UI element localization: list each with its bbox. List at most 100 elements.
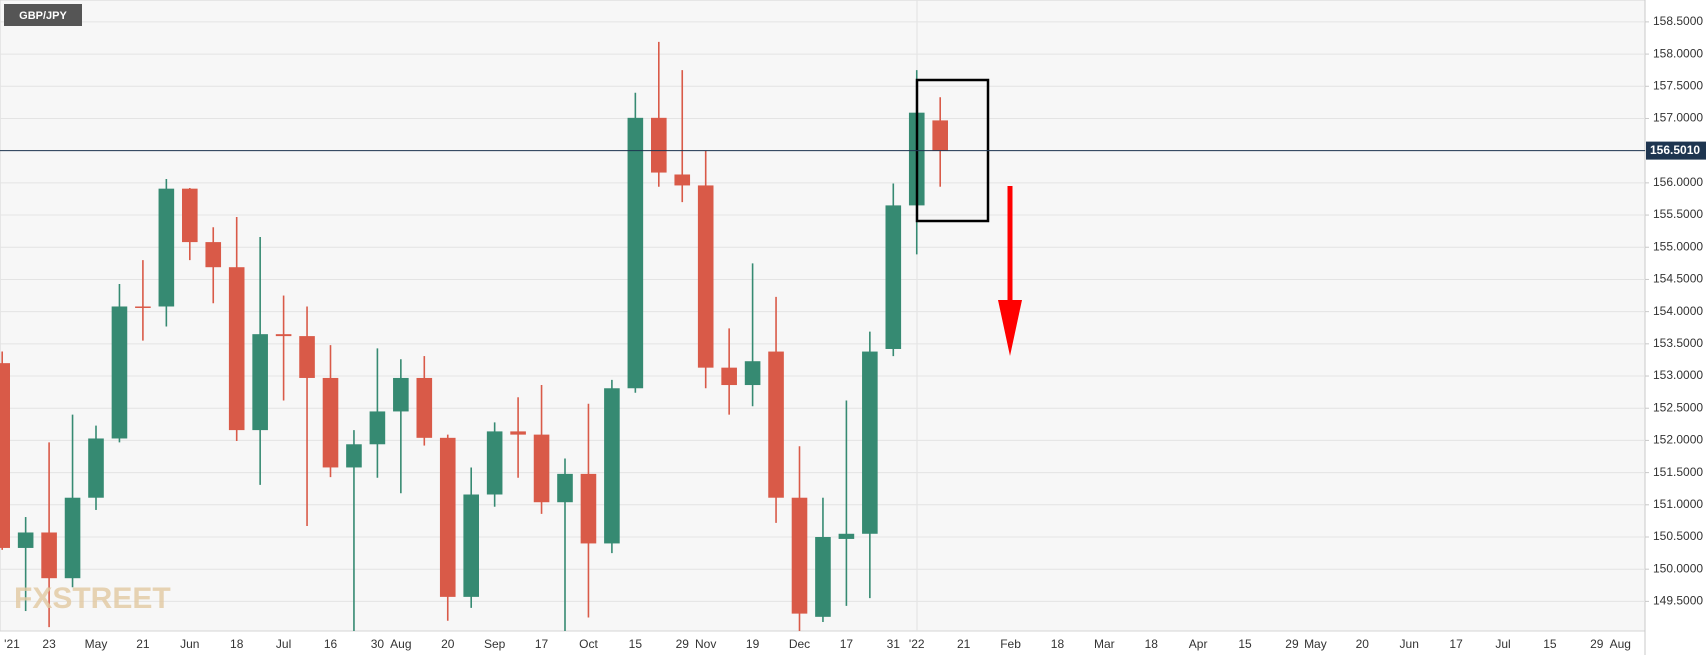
candle-body <box>228 267 245 431</box>
candle-body <box>463 494 479 597</box>
x-tick-label: 23 <box>42 637 56 651</box>
candle-body <box>557 473 573 503</box>
candle-body <box>88 438 104 498</box>
price-label: 156.5010 <box>1650 143 1700 157</box>
x-tick-label: 17 <box>1449 637 1463 651</box>
candle-body <box>486 431 503 495</box>
candle-body <box>580 473 597 544</box>
candle-body <box>768 351 784 498</box>
y-tick-label: 150.5000 <box>1653 529 1703 543</box>
x-tick-label: 21 <box>136 637 150 651</box>
candle-body <box>0 363 11 548</box>
x-tick-label: 19 <box>746 637 760 651</box>
x-tick-label: Aug <box>390 637 411 651</box>
symbol-badge <box>4 4 82 26</box>
chart-title: GBP/JPY <box>19 10 67 22</box>
candle-body <box>627 117 644 389</box>
x-tick-label: Nov <box>695 637 716 651</box>
candle-body <box>252 334 268 431</box>
x-tick-label: Jul <box>1495 637 1510 651</box>
candle-body <box>369 411 386 445</box>
x-tick-label: 30 <box>371 637 385 651</box>
x-tick-label: 17 <box>840 637 854 651</box>
x-tick-label: 29 <box>1590 637 1604 651</box>
y-tick-label: 149.5000 <box>1653 594 1703 608</box>
x-tick-label: 18 <box>230 637 244 651</box>
x-tick-label: '22 <box>909 637 925 651</box>
candle-body <box>721 367 737 386</box>
x-tick-label: May <box>1304 637 1327 651</box>
candle-body <box>932 120 948 151</box>
candle-body <box>41 532 57 579</box>
x-tick-label: 20 <box>441 637 455 651</box>
x-tick-label: Feb <box>1000 637 1021 651</box>
candle-body <box>64 497 81 579</box>
x-tick-label: Mar <box>1094 637 1115 651</box>
candle-body <box>135 306 151 308</box>
candle-body <box>275 334 292 337</box>
y-tick-label: 157.5000 <box>1653 78 1703 92</box>
candle-body <box>533 434 550 503</box>
candle-body <box>111 306 128 439</box>
candle-body <box>393 377 409 412</box>
x-tick-label: 29 <box>1285 637 1299 651</box>
x-tick-label: 15 <box>629 637 643 651</box>
y-tick-label: 155.5000 <box>1653 207 1703 221</box>
y-tick-label: 153.0000 <box>1653 368 1703 382</box>
y-tick-label: 150.0000 <box>1653 561 1703 575</box>
x-tick-label: Jun <box>180 637 199 651</box>
candle-body <box>791 497 808 614</box>
x-tick-label: Jun <box>1400 637 1419 651</box>
candle-body <box>604 388 620 544</box>
candle-body <box>697 185 714 368</box>
x-tick-label: Sep <box>484 637 506 651</box>
candle-body <box>674 174 691 186</box>
x-tick-label: 15 <box>1238 637 1252 651</box>
watermark: FXSTREET <box>14 582 171 615</box>
x-tick-label: 17 <box>535 637 549 651</box>
y-tick-label: 154.0000 <box>1653 304 1703 318</box>
x-tick-label: 29 <box>676 637 690 651</box>
candle-body <box>862 351 878 534</box>
x-tick-label: 18 <box>1051 637 1065 651</box>
y-tick-label: 152.0000 <box>1653 433 1703 447</box>
candle-body <box>838 533 855 539</box>
x-tick-label: 21 <box>957 637 971 651</box>
y-tick-label: 154.5000 <box>1653 272 1703 286</box>
x-tick-label: 16 <box>324 637 338 651</box>
candle-body <box>416 377 433 438</box>
candle-body <box>346 444 362 468</box>
candle-body <box>651 117 667 173</box>
candle-body <box>744 361 761 386</box>
y-tick-label: 151.0000 <box>1653 497 1703 511</box>
x-tick-label: 15 <box>1543 637 1557 651</box>
candle-body <box>815 536 831 617</box>
y-tick-label: 155.0000 <box>1653 239 1703 253</box>
y-tick-label: 158.0000 <box>1653 46 1703 60</box>
candle-body <box>158 188 175 307</box>
candle-body <box>205 242 222 268</box>
y-tick-label: 158.5000 <box>1653 14 1703 28</box>
y-tick-label: 153.5000 <box>1653 336 1703 350</box>
candle-body <box>17 532 34 548</box>
candle-body <box>885 205 902 349</box>
x-tick-label: Oct <box>579 637 598 651</box>
x-tick-label: Aug <box>1610 637 1631 651</box>
candle-body <box>299 336 315 378</box>
x-tick-label: '21 <box>4 637 20 651</box>
price-label-box <box>1646 141 1706 160</box>
x-tick-label: Apr <box>1189 637 1208 651</box>
x-tick-label: Dec <box>789 637 810 651</box>
arrow-head <box>998 300 1022 356</box>
candle-body <box>182 188 198 243</box>
y-tick-label: 151.5000 <box>1653 465 1703 479</box>
x-tick-label: 18 <box>1145 637 1159 651</box>
y-tick-label: 152.5000 <box>1653 400 1703 414</box>
y-tick-label: 156.0000 <box>1653 175 1703 189</box>
candle-body <box>439 437 456 597</box>
x-tick-label: 31 <box>887 637 901 651</box>
x-tick-label: Jul <box>276 637 291 651</box>
candle-body <box>510 431 526 435</box>
x-tick-label: 20 <box>1356 637 1370 651</box>
